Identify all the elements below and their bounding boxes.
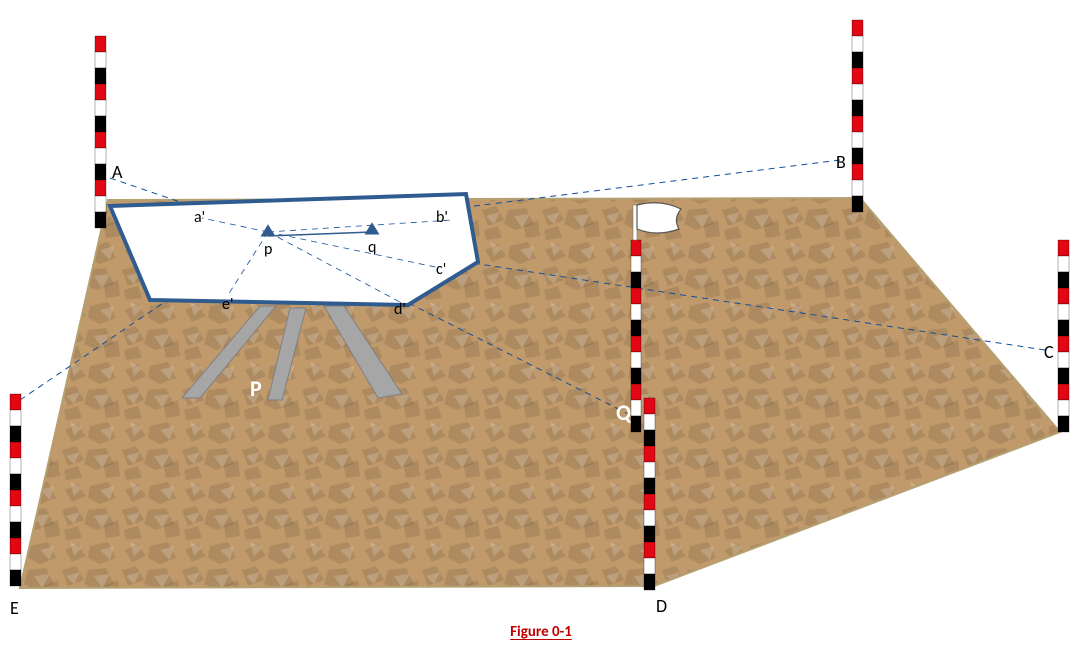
rod-A-seg-4: [95, 100, 106, 116]
rod-B-seg-10: [852, 180, 863, 196]
rod-C-seg-5: [1058, 320, 1069, 336]
flag-cloth: [637, 203, 681, 233]
plane-table-board: [110, 194, 478, 305]
rod-B-seg-9: [852, 164, 863, 180]
label-eprime: e': [222, 295, 234, 314]
rod-D-seg-2: [644, 430, 655, 446]
rod-E-seg-1: [10, 410, 21, 426]
flag-pole-seg-6: [631, 336, 641, 352]
rod-C-seg-6: [1058, 336, 1069, 352]
rod-C-seg-4: [1058, 304, 1069, 320]
label-bprime: b': [436, 208, 448, 227]
rod-C-seg-11: [1058, 416, 1069, 432]
flag-pole-seg-4: [631, 304, 641, 320]
rod-D-seg-4: [644, 462, 655, 478]
rod-A-seg-3: [95, 84, 106, 100]
rod-C-seg-3: [1058, 288, 1069, 304]
label-C: C: [1044, 341, 1054, 363]
rod-E-seg-9: [10, 538, 21, 554]
rod-D-seg-6: [644, 494, 655, 510]
rod-C-seg-10: [1058, 400, 1069, 416]
rod-D-seg-10: [644, 558, 655, 574]
rod-A-seg-10: [95, 196, 106, 212]
rod-A-seg-0: [95, 36, 106, 52]
rod-C-seg-2: [1058, 272, 1069, 288]
figure-caption: Figure 0-1: [510, 623, 572, 641]
figure-caption-wrap: Figure 0-1: [0, 622, 1082, 641]
rod-D-seg-0: [644, 398, 655, 414]
rod-E-seg-7: [10, 506, 21, 522]
rod-E-seg-10: [10, 554, 21, 570]
label-D: D: [656, 595, 667, 617]
flag-pole-seg-3: [631, 288, 641, 304]
label-q: q: [368, 238, 376, 257]
rod-B-seg-8: [852, 148, 863, 164]
rod-C-seg-0: [1058, 240, 1069, 256]
label-P: P: [250, 375, 262, 402]
rod-E-seg-2: [10, 426, 21, 442]
rod-D-seg-11: [644, 574, 655, 590]
rod-E-seg-3: [10, 442, 21, 458]
label-E: E: [10, 597, 19, 619]
label-aprime: a': [194, 208, 205, 227]
rod-E-seg-11: [10, 570, 21, 586]
flag-pole-seg-5: [631, 320, 641, 336]
label-p: p: [264, 240, 272, 259]
label-Q: Q: [616, 399, 632, 426]
rod-B-seg-7: [852, 132, 863, 148]
rod-D-seg-9: [644, 542, 655, 558]
rod-A-seg-2: [95, 68, 106, 84]
rod-E-seg-5: [10, 474, 21, 490]
rod-D-seg-7: [644, 510, 655, 526]
label-cprime: c': [436, 260, 446, 279]
label-A: A: [112, 161, 123, 183]
flag-pole-seg-1: [631, 256, 641, 272]
rod-A-seg-1: [95, 52, 106, 68]
rod-B-seg-1: [852, 36, 863, 52]
rod-B-seg-11: [852, 196, 863, 212]
rod-D-seg-1: [644, 414, 655, 430]
rod-B-seg-2: [852, 52, 863, 68]
rod-C-seg-9: [1058, 384, 1069, 400]
rod-A-seg-6: [95, 132, 106, 148]
rod-A-seg-5: [95, 116, 106, 132]
rod-D-seg-3: [644, 446, 655, 462]
rod-A-seg-7: [95, 148, 106, 164]
rod-B-seg-5: [852, 100, 863, 116]
rod-E-seg-6: [10, 490, 21, 506]
flag-pole-seg-2: [631, 272, 641, 288]
rod-A-seg-9: [95, 180, 106, 196]
rod-E-seg-4: [10, 458, 21, 474]
rod-C-seg-1: [1058, 256, 1069, 272]
flag-pole-seg-0: [631, 240, 641, 256]
rod-B-seg-6: [852, 116, 863, 132]
rod-D-seg-5: [644, 478, 655, 494]
survey-diagram: p q a' b' c' d' e' P Q A B C D E: [0, 0, 1082, 650]
flag-pole-seg-9: [631, 384, 641, 400]
label-dprime: d': [394, 300, 406, 319]
rod-B-seg-3: [852, 68, 863, 84]
flag-pole-seg-11: [631, 416, 641, 432]
rod-A-seg-8: [95, 164, 106, 180]
rod-D-seg-8: [644, 526, 655, 542]
rod-E-seg-8: [10, 522, 21, 538]
rod-B-seg-4: [852, 84, 863, 100]
rod-A-seg-11: [95, 212, 106, 228]
rod-C-seg-7: [1058, 352, 1069, 368]
rod-C-seg-8: [1058, 368, 1069, 384]
flag-pole-seg-7: [631, 352, 641, 368]
rod-E-seg-0: [10, 394, 21, 410]
rod-B-seg-0: [852, 20, 863, 36]
flag-pole-seg-8: [631, 368, 641, 384]
label-B: B: [836, 151, 846, 173]
flag-pole-seg-10: [631, 400, 641, 416]
